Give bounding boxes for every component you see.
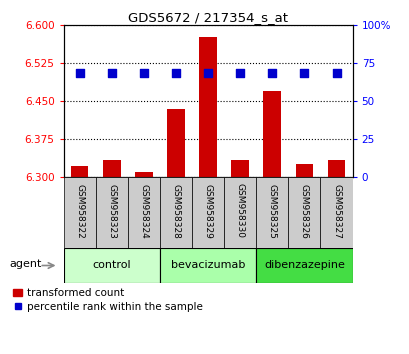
Text: GSM958322: GSM958322 (75, 184, 84, 238)
Text: control: control (92, 261, 131, 270)
Bar (199, 38, 216, 177)
Bar (103, 160, 120, 177)
Point (268, 71, 275, 76)
Bar (63, 248, 160, 283)
Bar (256, 177, 288, 248)
Point (300, 71, 307, 76)
Text: GSM958327: GSM958327 (331, 183, 340, 239)
Text: agent: agent (9, 259, 42, 269)
Point (333, 71, 339, 76)
Bar (320, 177, 352, 248)
Bar (231, 160, 248, 177)
Point (236, 71, 243, 76)
Bar (71, 166, 88, 177)
Bar (288, 177, 320, 248)
Text: GSM958325: GSM958325 (267, 183, 276, 239)
Bar (295, 164, 312, 177)
Text: GSM958324: GSM958324 (139, 184, 148, 238)
Text: GSM958329: GSM958329 (203, 183, 212, 239)
Point (172, 71, 179, 76)
Text: GSM958326: GSM958326 (299, 183, 308, 239)
Bar (160, 248, 256, 283)
Point (76, 71, 83, 76)
Bar (327, 160, 344, 177)
Bar (263, 91, 281, 177)
Point (108, 71, 115, 76)
Bar (95, 177, 128, 248)
Legend: transformed count, percentile rank within the sample: transformed count, percentile rank withi… (13, 289, 202, 312)
Bar (160, 177, 191, 248)
Title: GDS5672 / 217354_s_at: GDS5672 / 217354_s_at (128, 11, 288, 24)
Text: GSM958323: GSM958323 (107, 183, 116, 239)
Bar (167, 108, 184, 177)
Text: GSM958328: GSM958328 (171, 183, 180, 239)
Bar (135, 172, 152, 177)
Point (140, 71, 147, 76)
Bar (63, 177, 95, 248)
Text: GSM958330: GSM958330 (235, 183, 244, 239)
Bar (224, 177, 256, 248)
Bar (191, 177, 224, 248)
Bar (128, 177, 160, 248)
Text: bevacizumab: bevacizumab (171, 261, 245, 270)
Bar (256, 248, 352, 283)
Point (204, 71, 211, 76)
Text: dibenzazepine: dibenzazepine (263, 261, 344, 270)
